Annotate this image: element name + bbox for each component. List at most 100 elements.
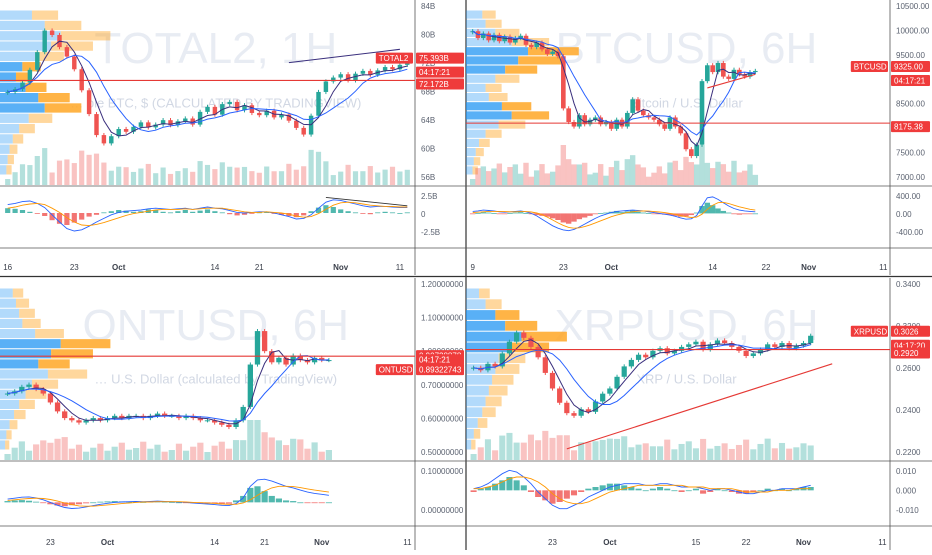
- candle-body: [743, 350, 749, 357]
- macd-histogram-bar: [501, 213, 508, 215]
- macd-histogram-bar: [111, 501, 118, 503]
- vp-bar-up: [466, 166, 473, 175]
- moving-average-fast: [7, 350, 329, 425]
- macd-histogram-bar: [42, 213, 48, 216]
- macd-histogram-bar: [293, 213, 299, 218]
- macd-histogram-bar: [160, 211, 166, 213]
- candle-body: [635, 354, 642, 360]
- price-badge-value: 0.3026: [894, 327, 919, 336]
- volume-bar: [61, 437, 68, 460]
- volume-bar: [578, 442, 585, 460]
- macd-histogram-bar: [714, 488, 721, 491]
- candle-body: [19, 386, 25, 392]
- chart-panel-3[interactable]: ONTUSD, 6H … U.S. Dollar (calculated by T…: [0, 278, 466, 550]
- macd-histogram-bar: [592, 213, 599, 215]
- vp-bar-down: [22, 62, 41, 72]
- volume-bar: [167, 173, 174, 185]
- vp-bar-down: [528, 47, 579, 56]
- candle-body: [492, 363, 498, 367]
- candle-body: [635, 99, 641, 111]
- price-tick-label: 0.70000000: [421, 381, 464, 390]
- volume-bar: [778, 442, 786, 460]
- price-tick-label: 0.3400: [896, 280, 921, 289]
- volume-bar: [807, 445, 814, 460]
- volume-bar: [116, 166, 122, 185]
- volume-bar: [27, 165, 33, 185]
- macd-histogram-bar: [469, 213, 476, 215]
- macd-signal-line: [7, 201, 408, 227]
- macd-histogram-bar: [304, 502, 311, 504]
- macd-histogram-bar: [4, 501, 11, 503]
- volume-bar: [539, 164, 545, 185]
- symbol-badge-box: [375, 52, 413, 64]
- time-tick-label: 23: [46, 538, 55, 547]
- time-tick-label: 11: [396, 263, 405, 272]
- macd-histogram-bar: [757, 490, 764, 492]
- symbol-badge-label: ONTUSD: [379, 366, 413, 375]
- candle-body: [625, 112, 630, 127]
- macd-tick-label: 0.010: [896, 467, 917, 476]
- candle-body: [710, 65, 715, 73]
- volume-bar: [642, 443, 649, 460]
- vp-bar-up: [466, 407, 483, 418]
- candle-body: [226, 424, 232, 427]
- chart-panel-2[interactable]: BTCUSD, 6H Bitcoin / U.S. Dollar 10500.00 1…: [466, 0, 932, 275]
- candle-body: [808, 335, 814, 344]
- moving-average-slow: [7, 355, 329, 422]
- macd-histogram-bar: [484, 487, 491, 491]
- volume-bar: [256, 172, 262, 185]
- vp-bar-up: [0, 41, 52, 51]
- candle-body: [628, 359, 634, 367]
- volume-bar: [786, 448, 793, 460]
- macd-histogram-bar: [40, 502, 47, 504]
- candle-body: [736, 346, 742, 351]
- volume-bar: [123, 167, 129, 185]
- symbol-badge-box: [850, 60, 888, 72]
- vp-bar-up: [0, 10, 32, 20]
- volume-bar: [271, 171, 277, 185]
- vp-bar-down: [488, 93, 508, 102]
- candle-body: [529, 44, 534, 48]
- moving-average-slow: [472, 30, 756, 136]
- volume-bar: [247, 420, 254, 460]
- candle-body: [49, 30, 55, 35]
- volume-bar: [635, 444, 642, 460]
- candle-body: [94, 114, 99, 136]
- macd-histogram-bar: [741, 213, 748, 215]
- volume-bar: [118, 442, 125, 460]
- macd-tick-label: -2.5B: [421, 228, 440, 237]
- volume-bar: [275, 440, 283, 460]
- volume-bar: [182, 450, 190, 460]
- volume-bar: [570, 450, 578, 460]
- candle-body: [714, 340, 721, 345]
- vp-bar-down: [15, 72, 30, 82]
- vp-bar-up: [0, 389, 26, 399]
- price-tick-label: 56B: [421, 173, 435, 182]
- chart-panel-1[interactable]: TOTAL2, 1H … ble BTC, $ (CALCULATED BY TR…: [0, 0, 466, 275]
- vp-bar-down: [505, 320, 538, 331]
- volume-bar: [219, 162, 225, 185]
- volume-bars: [4, 420, 332, 460]
- trendline: [288, 48, 400, 64]
- price-tick-label: 9500.00: [896, 51, 925, 60]
- volume-bar: [480, 166, 487, 185]
- candle-body: [123, 129, 129, 132]
- volume-bar: [197, 442, 204, 460]
- volume-bar: [667, 162, 673, 185]
- time-tick-label: Nov: [796, 538, 812, 547]
- candle-body: [630, 99, 635, 113]
- volume-bar: [771, 448, 778, 460]
- macd-histogram-bar: [97, 501, 104, 503]
- macd-histogram-bar: [86, 213, 92, 217]
- price-badge: 04:17:21: [891, 74, 930, 86]
- vp-bar-down: [19, 399, 35, 409]
- vp-bar-down: [35, 51, 64, 62]
- candle-body: [747, 72, 753, 77]
- volume-bar: [721, 443, 728, 460]
- vp-bar-down: [482, 407, 496, 418]
- time-tick-label: Oct: [101, 538, 115, 547]
- candle-body: [240, 406, 246, 421]
- vp-bar-up: [0, 113, 29, 123]
- volume-bar: [140, 441, 147, 460]
